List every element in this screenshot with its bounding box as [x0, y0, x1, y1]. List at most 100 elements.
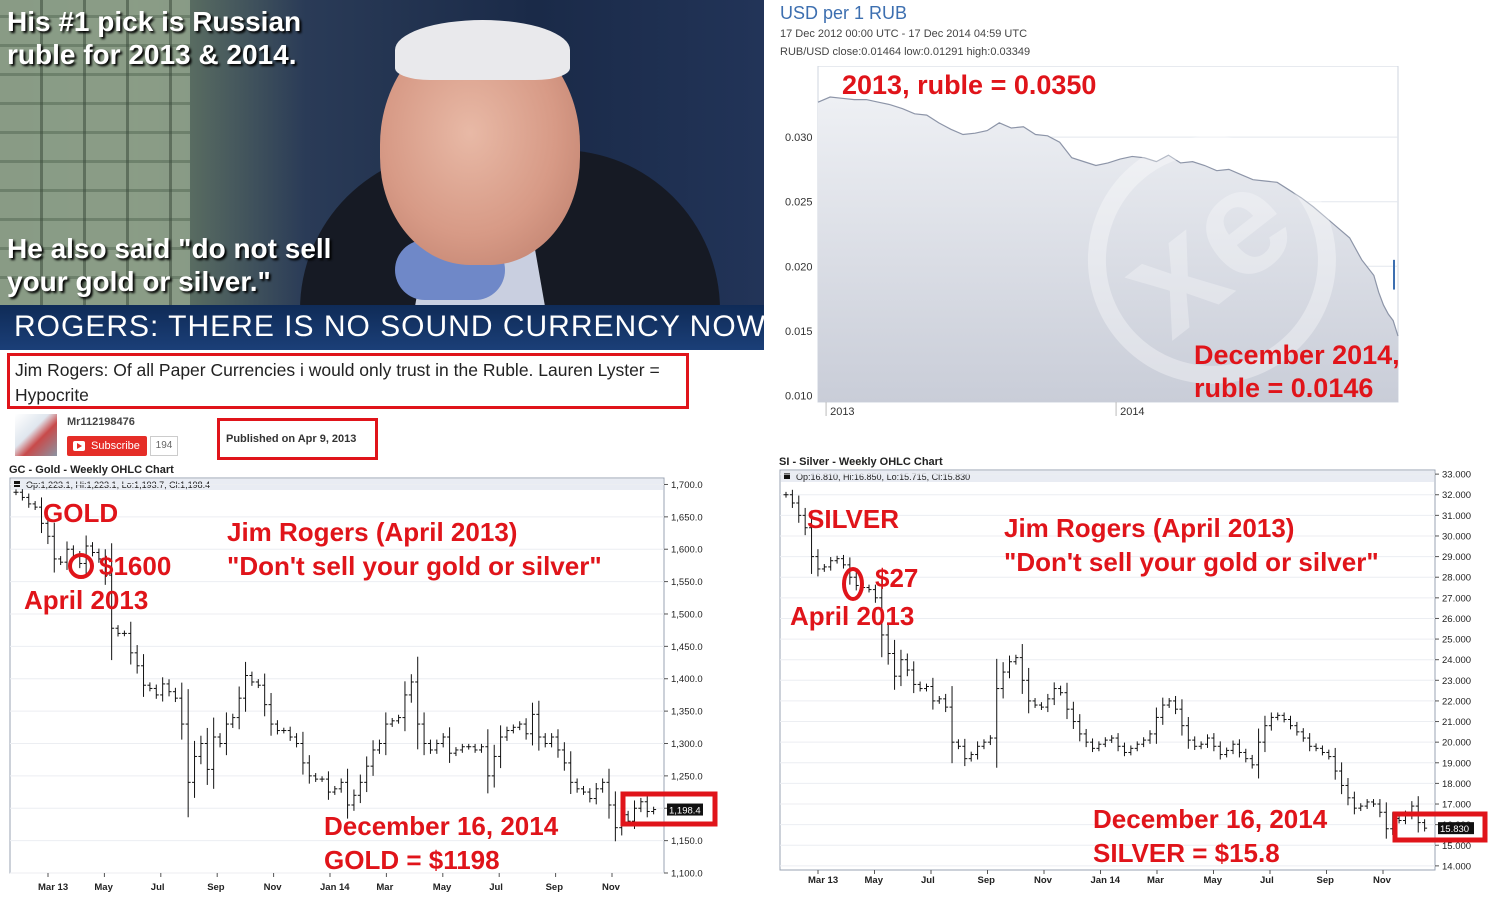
silver-svg-x-tick: Mar — [1147, 875, 1164, 886]
gold-svg-x-tick: Sep — [207, 882, 225, 893]
gold-svg-x-tick: May — [433, 882, 452, 893]
gold-svg-y-tick: 1,300.0 — [671, 739, 703, 750]
video-frame[interactable]: ROGERS: THERE IS NO SOUND CURRENCY NOW H… — [0, 0, 764, 350]
gold-svg-x-tick: Sep — [546, 882, 564, 893]
gold-svg-y-tick: 1,450.0 — [671, 642, 703, 653]
gold-end-annotation-2: GOLD = $1198 — [324, 845, 500, 875]
silver-svg-last-price-box — [1438, 822, 1474, 835]
ruble-y-tick: 0.020 — [785, 261, 813, 273]
video-headline: His #1 pick is Russian ruble for 2013 & … — [7, 6, 302, 70]
silver-svg-y-tick: 25.000 — [1442, 635, 1471, 646]
silver-svg-x-tick: May — [865, 875, 884, 886]
silver-svg-y-tick: 20.000 — [1442, 738, 1471, 749]
gold-svg-last-price-box — [667, 803, 703, 816]
silver-svg-x-tick: Jan 14 — [1091, 875, 1121, 886]
gold-date-annotation: April 2013 — [24, 585, 148, 615]
ruble-end-annotation-2: ruble = 0.0146 — [1194, 373, 1373, 403]
channel-name[interactable]: Mr112198476 — [67, 416, 135, 428]
ruble-y-tick: 0.030 — [785, 132, 813, 144]
silver-svg-y-tick: 18.000 — [1442, 779, 1471, 790]
gold-april-circle — [68, 553, 94, 579]
silver-svg-info: Op:16.810, Hi:16.850, Lo:15.715, Cl:15.8… — [796, 472, 970, 482]
gold-svg-x-tick: Nov — [264, 882, 283, 893]
ruble-y-tick: 0.010 — [785, 391, 813, 403]
silver-svg-x-tick: Sep — [978, 875, 996, 886]
gold-svg-y-tick: 1,700.0 — [671, 480, 703, 491]
channel-avatar[interactable] — [15, 414, 57, 456]
gold-svg-x-tick: Jul — [489, 882, 503, 893]
silver-svg-x-tick: Nov — [1034, 875, 1053, 886]
silver-svg-y-tick: 14.000 — [1442, 861, 1471, 872]
gold-svg-x-tick: Nov — [602, 882, 621, 893]
stone-wall-mortar — [0, 0, 190, 305]
gold-svg-y-tick: 1,100.0 — [671, 869, 703, 880]
silver-svg-y-tick: 19.000 — [1442, 758, 1471, 769]
silver-svg-y-tick: 22.000 — [1442, 696, 1471, 707]
silver-svg-y-tick: 15.000 — [1442, 841, 1471, 852]
published-highlight — [217, 418, 378, 460]
silver-svg-y-tick: 17.000 — [1442, 800, 1471, 811]
silver-svg-last-price-highlight — [1392, 811, 1488, 843]
gold-svg-last-price-highlight — [620, 791, 718, 827]
gold-quote-1: Jim Rogers (April 2013) — [227, 517, 517, 547]
gold-svg-plot-area — [9, 477, 665, 874]
silver-svg-y-tick: 31.000 — [1442, 511, 1471, 522]
gold-svg-y-tick: 1,150.0 — [671, 836, 703, 847]
subscribe-label: Subscribe — [91, 440, 140, 452]
silver-quote-2: "Don't sell your gold or silver" — [1004, 547, 1379, 577]
silver-date-annotation: April 2013 — [790, 601, 914, 631]
silver-label: SILVER — [807, 504, 899, 534]
subscribe-button[interactable]: Subscribe — [67, 436, 147, 456]
silver-svg-y-tick: 30.000 — [1442, 531, 1471, 542]
gold-svg-y-tick: 1,350.0 — [671, 707, 703, 718]
ruble-start-annotation: 2013, ruble = 0.0350 — [842, 70, 1096, 100]
gold-svg-x-tick: May — [94, 882, 113, 893]
silver-end-annotation-1: December 16, 2014 — [1093, 804, 1328, 834]
gold-svg-y-tick: 1,400.0 — [671, 674, 703, 685]
silver-svg-y-tick: 23.000 — [1442, 676, 1471, 687]
play-triangle-icon — [77, 443, 82, 449]
gold-svg-x-tick: Jul — [151, 882, 165, 893]
youtube-play-icon — [73, 441, 85, 451]
news-ticker-text: ROGERS: THERE IS NO SOUND CURRENCY NOW — [14, 310, 764, 343]
silver-end-annotation-2: SILVER = $15.8 — [1093, 838, 1280, 868]
silver-svg-x-tick: Mar 13 — [808, 875, 838, 886]
gold-svg-info: Op:1,223.1, Hi:1,223.1, Lo:1,193.7, Cl:1… — [26, 480, 210, 490]
ruble-x-tick: 2013 — [830, 406, 854, 418]
silver-svg-x-tick: May — [1204, 875, 1223, 886]
ruble-x-tick: 2014 — [1120, 406, 1144, 418]
ruble-y-tick: 0.015 — [785, 326, 813, 338]
gold-chart: GC - Gold - Weekly OHLC Chart Op:1,223.1,… — [9, 464, 718, 893]
silver-svg-x-tick: Jul — [1260, 875, 1274, 886]
news-ticker-bar — [0, 305, 764, 350]
gold-svg-last-price: 1,198.4 — [669, 806, 701, 817]
silver-april-circle — [842, 567, 864, 601]
ruble-chart-stats: RUB/USD close:0.01464 low:0.01291 high:0… — [780, 46, 1031, 58]
ruble-chart-range: 17 Dec 2012 00:00 UTC - 17 Dec 2014 04:5… — [780, 28, 1028, 40]
ruble-area — [818, 97, 1398, 402]
silver-svg-title: SI - Silver - Weekly OHLC Chart — [779, 456, 943, 468]
silver-chart: SI - Silver - Weekly OHLC Chart Op:16.810… — [779, 456, 1488, 886]
silver-svg-plot-area — [779, 469, 1436, 871]
silver-svg-y-tick: 24.000 — [1442, 655, 1471, 666]
published-date: Published on Apr 9, 2013 — [226, 433, 357, 445]
ruble-chart-title: USD per 1 RUB — [780, 3, 908, 23]
video-title-highlight — [7, 353, 689, 409]
ruble-line — [817, 96, 1399, 337]
gold-svg-y-tick: 1,500.0 — [671, 609, 703, 620]
gold-svg-y-tick: 1,250.0 — [671, 771, 703, 782]
silver-svg-x-tick: Jul — [921, 875, 935, 886]
silver-svg-x-tick: Nov — [1373, 875, 1392, 886]
gold-svg-y-tick: 1,550.0 — [671, 577, 703, 588]
video-title[interactable]: Jim Rogers: Of all Paper Currencies i wo… — [15, 360, 660, 405]
gold-price-annotation: $1600 — [99, 551, 171, 581]
ruble-end-annotation-1: December 2014, — [1194, 340, 1400, 370]
silver-svg-y-tick: 28.000 — [1442, 573, 1471, 584]
gold-svg-title: GC - Gold - Weekly OHLC Chart — [9, 464, 174, 476]
gold-svg-y-tick: 1,600.0 — [671, 545, 703, 556]
gold-quote-2: "Don't sell your gold or silver" — [227, 551, 602, 581]
gold-svg-x-tick: Mar — [376, 882, 393, 893]
silver-svg-info-marker — [784, 473, 790, 479]
silver-svg-last-price: 15.830 — [1440, 824, 1469, 835]
